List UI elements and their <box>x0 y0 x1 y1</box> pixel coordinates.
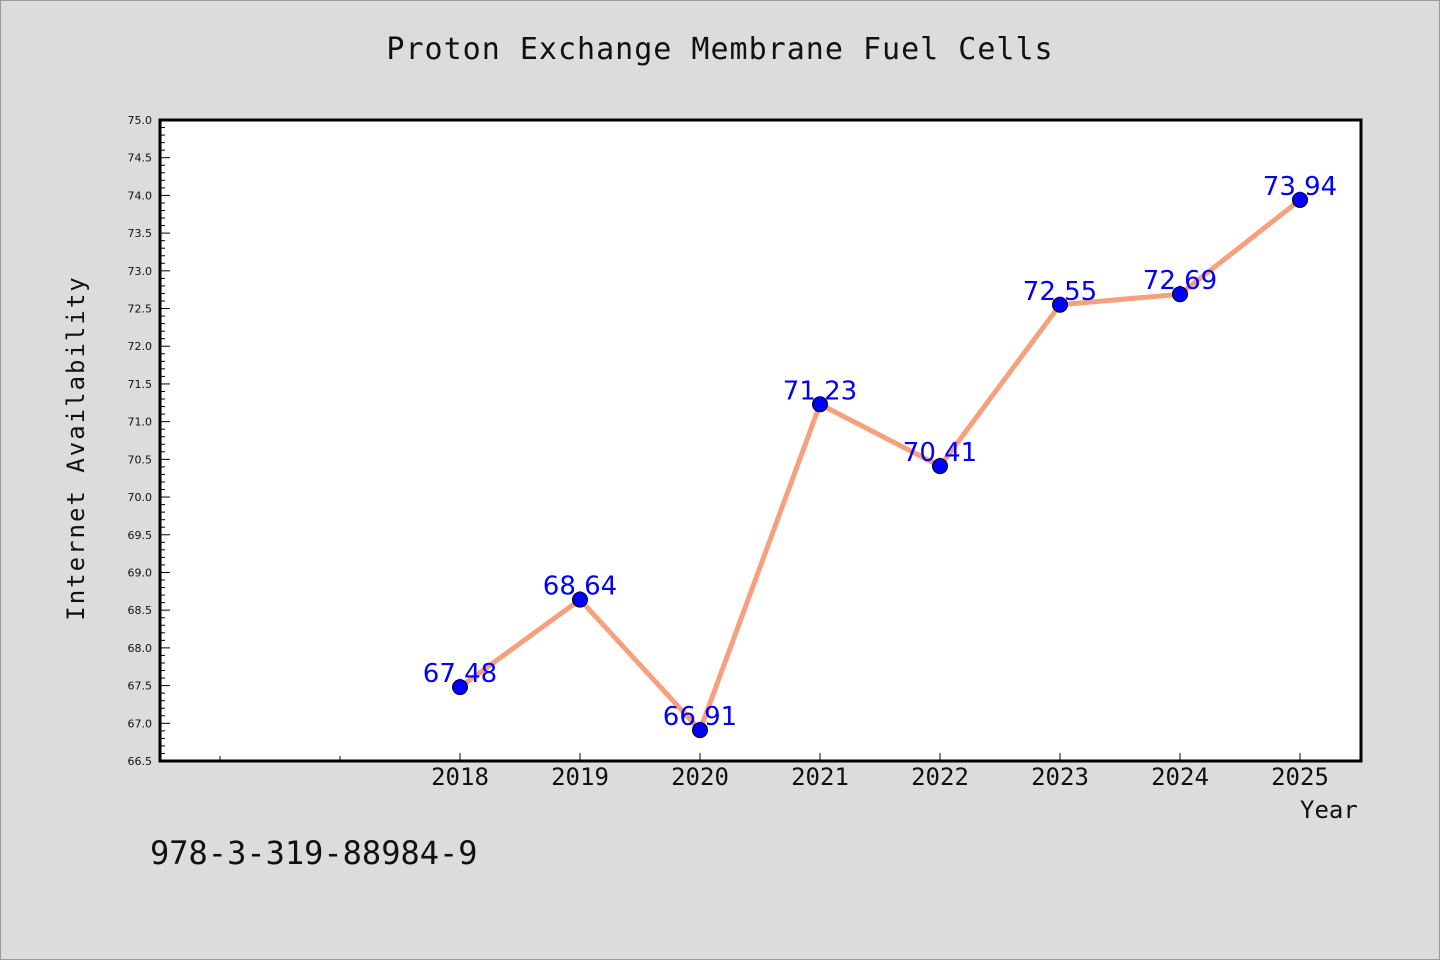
plot-area <box>158 118 1363 763</box>
data-point <box>1052 296 1068 313</box>
x-tick-label: 2021 <box>791 763 849 791</box>
y-tick-label: 70.0 <box>128 491 153 504</box>
y-tick-label: 70.5 <box>128 453 153 466</box>
y-tick-label: 69.5 <box>128 529 153 542</box>
x-tick-label: 2024 <box>1151 763 1209 791</box>
x-tick-label: 2019 <box>551 763 609 791</box>
y-tick-label: 68.5 <box>128 604 153 617</box>
chart-title: Proton Exchange Membrane Fuel Cells <box>386 32 1054 67</box>
series-line <box>458 197 1302 733</box>
data-label: 67.48 <box>423 659 497 689</box>
x-tick-label: 2022 <box>911 763 969 791</box>
data-label: 66.91 <box>663 702 737 732</box>
x-tick-label: 2020 <box>671 763 729 791</box>
data-labels-group: 67.48 68.64 66.91 71.23 70.41 72.55 72.69 73.94 <box>423 172 1337 732</box>
series-group <box>452 191 1308 739</box>
data-point <box>812 396 828 413</box>
data-point <box>692 722 708 739</box>
y-tick-label: 71.5 <box>128 378 153 391</box>
data-label: 70.41 <box>903 438 977 468</box>
y-tick-label: 72.5 <box>128 303 153 316</box>
data-point <box>452 679 468 696</box>
y-tick-label: 66.5 <box>128 755 153 768</box>
x-axis: 2018 2019 2020 2021 2022 2023 2024 2025 <box>219 753 1329 791</box>
data-label: 72.55 <box>1023 277 1097 307</box>
y-axis: 66.5 67.0 67.5 68.0 68.5 69.0 69.5 70.0 70.5 71.0… <box>128 114 170 768</box>
y-tick-label: 67.0 <box>128 717 153 730</box>
x-tick-label: 2025 <box>1271 763 1329 791</box>
y-tick-label: 67.5 <box>128 680 153 693</box>
isbn-text: 978-3-319-88984-9 <box>150 834 478 872</box>
data-point <box>1172 286 1188 303</box>
data-point <box>1292 191 1308 208</box>
x-tick-label: 2018 <box>431 763 489 791</box>
x-tick-label: 2023 <box>1031 763 1089 791</box>
y-tick-label: 72.0 <box>128 340 153 353</box>
y-tick-label: 68.0 <box>128 642 153 655</box>
y-tick-label: 75.0 <box>128 114 153 127</box>
data-label: 73.94 <box>1263 172 1337 202</box>
data-label: 72.69 <box>1143 266 1217 296</box>
y-tick-label: 73.0 <box>128 265 153 278</box>
y-tick-label: 74.0 <box>128 189 153 202</box>
data-point <box>932 458 948 475</box>
data-label: 68.64 <box>543 572 617 602</box>
data-point <box>572 591 588 608</box>
data-label: 71.23 <box>783 376 857 406</box>
y-tick-label: 71.0 <box>128 416 153 429</box>
y-tick-label: 73.5 <box>128 227 153 240</box>
y-tick-label: 74.5 <box>128 152 153 165</box>
x-axis-label: Year <box>1300 796 1358 824</box>
y-tick-label: 69.0 <box>128 566 153 579</box>
